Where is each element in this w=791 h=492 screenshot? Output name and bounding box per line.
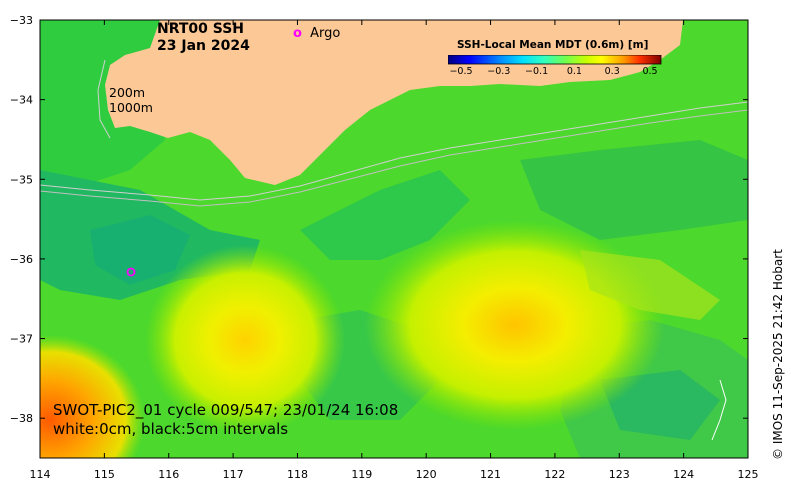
lon-tick-label: 124 <box>673 468 694 481</box>
lat-tick-label: −36 <box>10 253 33 266</box>
map-frame <box>39 19 749 459</box>
lon-tick-label: 117 <box>223 468 244 481</box>
colorbar-tick-label: −0.1 <box>525 66 549 77</box>
colorbar-tick-label: −0.3 <box>487 66 511 77</box>
swot-caption: SWOT-PIC2_01 cycle 009/547; 23/01/24 16:… <box>53 401 398 439</box>
lat-tick-label: −35 <box>10 173 33 186</box>
lon-tick-label: 116 <box>158 468 179 481</box>
map-title-line1: NRT00 SSH <box>157 21 245 37</box>
contour-label-1000m: 1000m <box>109 100 153 115</box>
ssh-field <box>40 20 748 458</box>
colorbar <box>448 55 662 65</box>
lon-tick-label: 121 <box>480 468 501 481</box>
lat-tick-label: −34 <box>10 94 33 107</box>
argo-legend-label: Argo <box>310 26 341 41</box>
argo-float-marker <box>126 267 136 277</box>
map-title: NRT00 SSH 23 Jan 2024 <box>157 21 250 55</box>
lon-tick-label: 115 <box>94 468 115 481</box>
map-title-line2: 23 Jan 2024 <box>157 38 250 54</box>
lon-tick-label: 120 <box>416 468 437 481</box>
swot-caption-line2: white:0cm, black:5cm intervals <box>53 420 289 438</box>
lon-tick-label: 114 <box>30 468 51 481</box>
argo-legend-icon: o <box>293 26 302 41</box>
lon-tick-label: 118 <box>287 468 308 481</box>
lon-tick-label: 119 <box>351 468 372 481</box>
lat-tick-label: −33 <box>10 14 33 27</box>
colorbar-title: SSH-Local Mean MDT (0.6m) [m] <box>457 39 649 51</box>
swot-zero-contour <box>711 379 727 441</box>
lon-tick-label: 125 <box>738 468 759 481</box>
latitude-axis: −33 −34 −35 −36 −37 −38 <box>10 14 748 425</box>
lon-tick-label: 122 <box>544 468 565 481</box>
lat-tick-label: −37 <box>10 333 33 346</box>
colorbar-tick-label: 0.3 <box>604 66 620 77</box>
contour-labels: 200m 1000m <box>109 85 153 115</box>
colorbar-tick-label: 0.1 <box>566 66 582 77</box>
contour-1000m <box>40 109 748 207</box>
colorbar-tick-label: −0.5 <box>449 66 473 77</box>
longitude-axis: 114 115 116 117 118 119 120 121 122 123 124 125 <box>30 20 759 481</box>
contour-200m <box>40 101 748 201</box>
colorbar-tick-label: 0.5 <box>642 66 658 77</box>
lat-tick-label: −38 <box>10 412 33 425</box>
argo-legend: o Argo <box>293 26 340 41</box>
contour-label-200m: 200m <box>109 85 146 100</box>
credit-text: © IMOS 11-Sep-2025 21:42 Hobart <box>771 249 785 460</box>
swot-caption-line1: SWOT-PIC2_01 cycle 009/547; 23/01/24 16:… <box>53 401 399 419</box>
lon-tick-label: 123 <box>609 468 630 481</box>
